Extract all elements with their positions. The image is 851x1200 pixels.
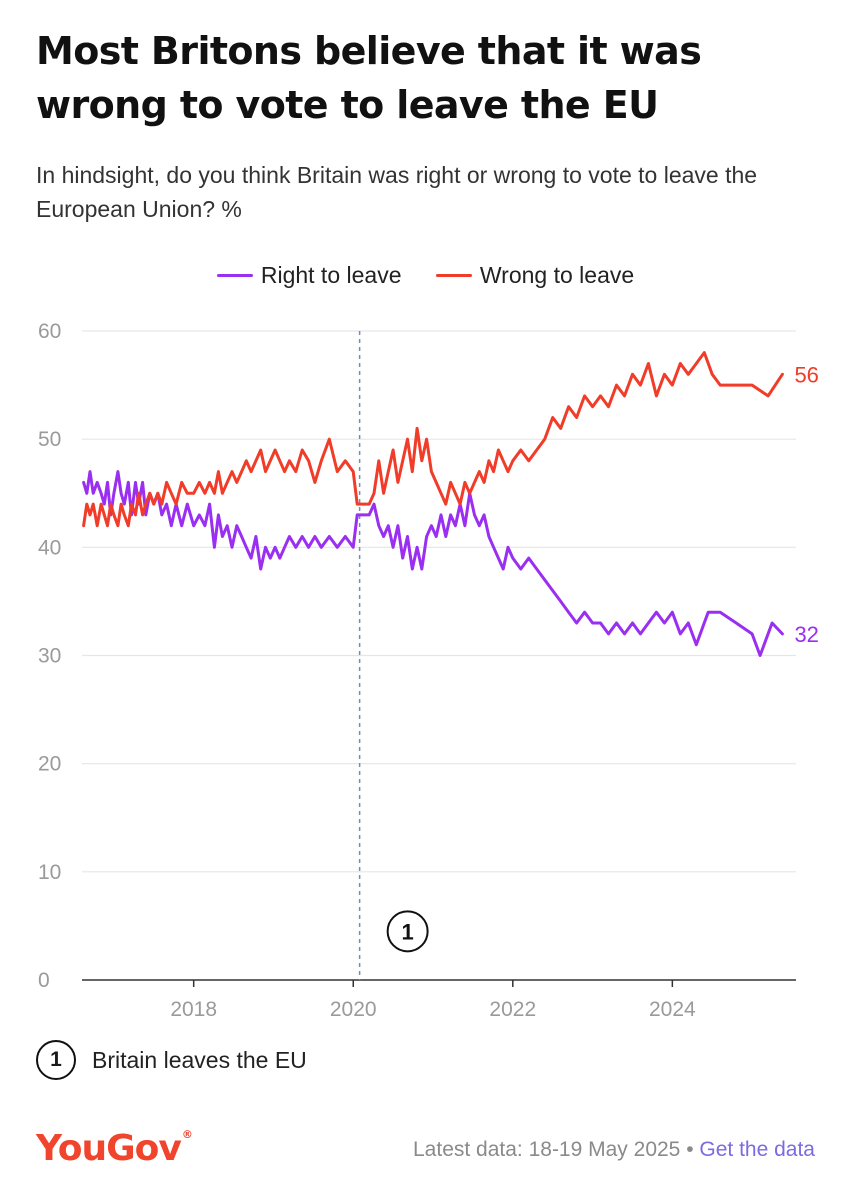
annotation-key: 1 Britain leaves the EU [36, 1040, 307, 1080]
x-tick-label-2024: 2024 [649, 998, 696, 1021]
latest-data-text: Latest data: 18-19 May 2025 [413, 1138, 681, 1161]
y-tick-label-20: 20 [38, 753, 61, 776]
line-chart: 0 10 20 30 40 50 60 2018 2020 2022 2024 1 32 56 [38, 320, 819, 1021]
y-tick-label-10: 10 [38, 861, 61, 884]
y-tick-label-40: 40 [38, 536, 61, 559]
footer: YouGov® Latest data: 18-19 May 2025 • Ge… [36, 1128, 815, 1178]
series-line-right-to-leave [82, 470, 784, 657]
x-tick-label-2022: 2022 [489, 998, 536, 1021]
legend-swatch-wrong [435, 274, 472, 277]
logo-registered-mark: ® [181, 1128, 193, 1141]
y-tick-label-50: 50 [38, 428, 61, 451]
legend-swatch-right [216, 274, 253, 277]
chart-title: Most Britons believe that it was wrong t… [36, 29, 702, 127]
end-label-right-to-leave: 32 [794, 622, 818, 647]
end-label-wrong-to-leave: 56 [794, 362, 818, 387]
x-tick-label-2020: 2020 [330, 998, 377, 1021]
event-marker-1 [386, 910, 429, 953]
y-tick-label-0: 0 [38, 969, 50, 992]
legend-item-right[interactable]: Right to leave [216, 262, 402, 289]
annotation-text: Britain leaves the EU [92, 1046, 307, 1073]
get-the-data-link[interactable]: Get the data [699, 1138, 815, 1161]
annotation-marker: 1 [36, 1040, 76, 1080]
x-tick-label-2018: 2018 [170, 998, 217, 1021]
y-tick-label-30: 30 [38, 645, 61, 668]
series-line-wrong-to-leave [82, 351, 784, 528]
legend-label-wrong: Wrong to leave [479, 262, 635, 288]
yougov-logo[interactable]: YouGov® [36, 1128, 193, 1169]
y-tick-label-60: 60 [38, 320, 61, 343]
footer-info: Latest data: 18-19 May 2025 • Get the da… [413, 1138, 815, 1162]
chart-subtitle: In hindsight, do you think Britain was r… [36, 162, 758, 222]
footer-separator: • [686, 1138, 694, 1161]
legend-item-wrong[interactable]: Wrong to leave [435, 262, 635, 289]
event-marker-label-1: 1 [401, 919, 413, 944]
legend-label-right: Right to leave [260, 262, 402, 288]
chart-legend: Right to leave Wrong to leave [0, 256, 851, 289]
logo-text: YouGov [36, 1128, 182, 1169]
